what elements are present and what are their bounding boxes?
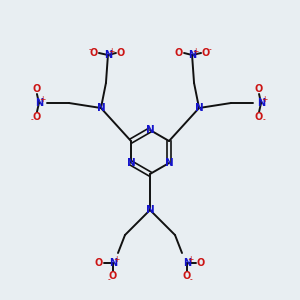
Text: O: O (175, 48, 183, 58)
Text: N: N (183, 258, 191, 268)
Text: O: O (90, 48, 98, 58)
Text: N: N (257, 98, 265, 108)
Text: O: O (33, 112, 41, 122)
Text: -: - (190, 275, 192, 284)
Text: +: + (261, 94, 267, 103)
Text: O: O (33, 84, 41, 94)
Text: O: O (95, 258, 103, 268)
Text: N: N (35, 98, 43, 108)
Text: N: N (104, 50, 112, 60)
Text: +: + (187, 254, 193, 263)
Text: N: N (146, 205, 154, 215)
Text: +: + (108, 46, 114, 56)
Text: N: N (109, 258, 117, 268)
Text: -: - (88, 46, 91, 55)
Text: N: N (165, 158, 173, 168)
Text: O: O (117, 48, 125, 58)
Text: N: N (146, 125, 154, 135)
Text: N: N (188, 50, 196, 60)
Text: +: + (113, 254, 119, 263)
Text: O: O (255, 112, 263, 122)
Text: O: O (109, 271, 117, 281)
Text: O: O (255, 84, 263, 94)
Text: O: O (183, 271, 191, 281)
Text: N: N (127, 158, 135, 168)
Text: +: + (192, 46, 198, 56)
Text: -: - (209, 46, 211, 55)
Text: O: O (197, 258, 205, 268)
Text: -: - (31, 116, 33, 124)
Text: +: + (39, 94, 45, 103)
Text: N: N (195, 103, 203, 113)
Text: O: O (202, 48, 210, 58)
Text: -: - (263, 116, 266, 124)
Text: -: - (108, 275, 110, 284)
Text: N: N (97, 103, 105, 113)
